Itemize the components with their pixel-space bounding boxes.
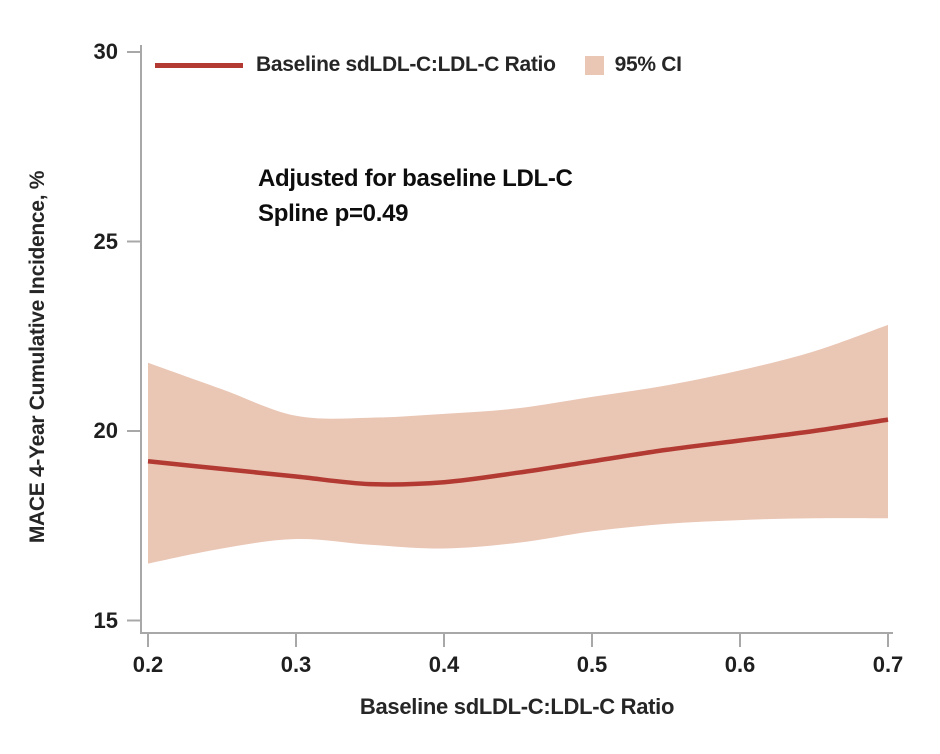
x-tick-label: 0.4 bbox=[428, 652, 460, 677]
annotation-block: Adjusted for baseline LDL-C Spline p=0.4… bbox=[258, 161, 573, 231]
legend-series-label: Baseline sdLDL-C:LDL-C Ratio bbox=[256, 53, 556, 76]
tick-marks bbox=[127, 51, 889, 647]
spline-curve bbox=[147, 417, 889, 487]
y-tick-label: 30 bbox=[93, 39, 118, 64]
annotation-line-1: Adjusted for baseline LDL-C bbox=[258, 165, 573, 192]
x-tick-label: 0.6 bbox=[724, 652, 756, 677]
annotation-line-2: Spline p=0.49 bbox=[258, 200, 409, 227]
y-tick-label: 15 bbox=[93, 607, 118, 633]
legend-ci-label: 95% CI bbox=[614, 53, 682, 76]
y-axis-title: MACE 4-Year Cumulative Incidence, % bbox=[26, 170, 49, 544]
y-tick-label: 20 bbox=[93, 418, 118, 443]
legend-line-sample bbox=[155, 62, 243, 68]
legend-ci-swatch bbox=[584, 55, 604, 75]
x-tick-label: 0.5 bbox=[576, 652, 608, 677]
confidence-band bbox=[148, 324, 888, 564]
axis-lines bbox=[140, 45, 893, 634]
legend: Baseline sdLDL-C:LDL-C Ratio 95% CI bbox=[155, 51, 682, 79]
x-tick-label: 0.3 bbox=[280, 652, 312, 677]
x-tick-label: 0.2 bbox=[132, 652, 164, 677]
x-tick-label: 0.7 bbox=[872, 652, 904, 677]
y-tick-label: 25 bbox=[93, 228, 118, 254]
x-axis-title: Baseline sdLDL-C:LDL-C Ratio bbox=[359, 694, 675, 719]
